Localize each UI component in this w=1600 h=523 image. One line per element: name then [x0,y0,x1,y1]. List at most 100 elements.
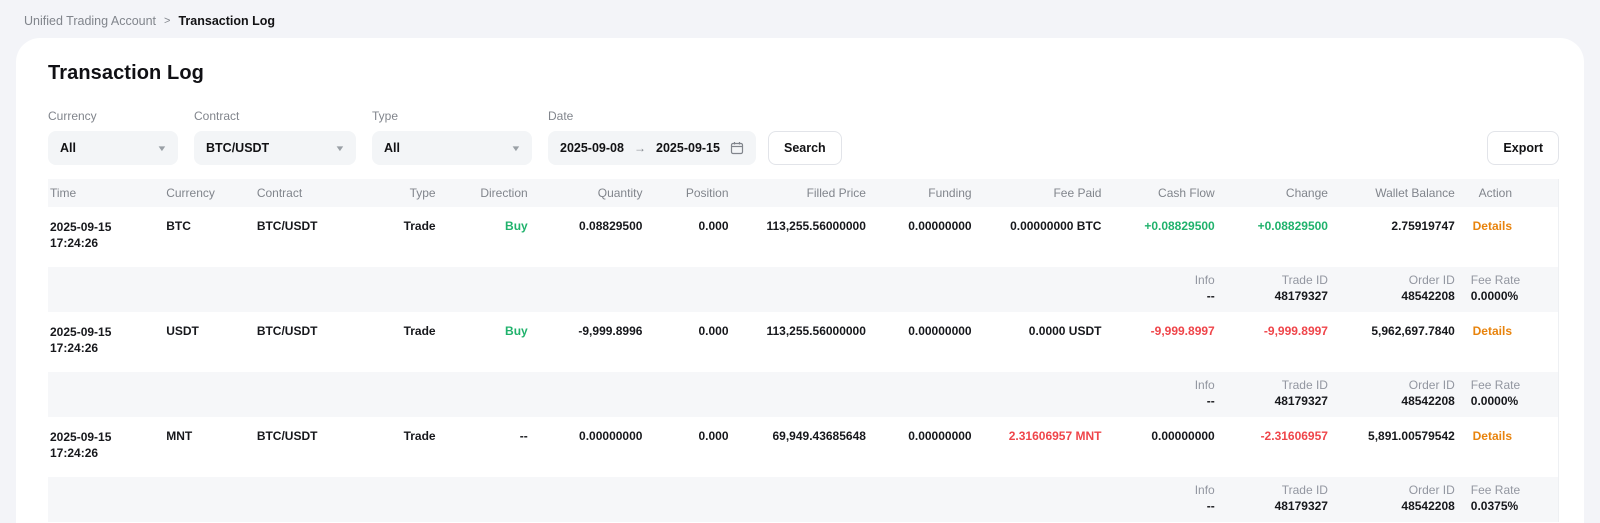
column-header-wallet-balance: Wallet Balance [1335,179,1463,207]
cell-change: +0.08829500 [1257,219,1328,233]
info-cell-info: Info -- [1109,471,1223,522]
cell-direction: Buy [505,324,528,338]
currency-select-value: All [60,141,76,155]
cell-filled-price: 113,255.56000000 [766,219,866,233]
cell-time: 2025-09-15 17:24:26 [48,312,158,366]
type-filter-label: Type [372,109,399,123]
cell-contract: BTC/USDT [256,219,318,233]
breadcrumb-root[interactable]: Unified Trading Account [24,14,157,28]
trade-id-value: 48179327 [1274,394,1328,408]
trade-id-label: Trade ID [1281,273,1328,287]
info-value: -- [1206,289,1215,303]
cell-contract: BTC/USDT [256,324,318,338]
chevron-down-icon: ▼ [510,143,522,153]
cell-time-date: 2025-09-15 [50,220,112,234]
currency-select[interactable]: All ▼ [48,131,178,165]
details-link[interactable]: Details [1472,429,1512,443]
table-body: 2025-09-15 17:24:26 BTC BTC/USDT Trade Buy 0.0… [48,207,1558,522]
cell-currency: MNT [166,429,193,443]
info-cell-trade-id: Trade ID 48179327 [1222,471,1336,522]
search-button[interactable]: Search [768,131,842,165]
type-select-value: All [384,141,400,155]
column-header-filled-price: Filled Price [736,179,874,207]
cell-type: Trade [403,219,436,233]
details-link[interactable]: Details [1472,219,1512,233]
type-filter-group: Type All ▼ [372,109,532,165]
cell-type: Trade [403,324,436,338]
column-header-quantity: Quantity [535,179,651,207]
info-cell-fee-rate: Fee Rate 0.0000% [1462,366,1558,417]
cell-position: 0.000 [698,219,729,233]
column-header-direction: Direction [443,179,536,207]
fee-rate-label: Fee Rate [1470,273,1521,287]
cell-wallet-balance: 5,891.00579542 [1368,429,1455,443]
cell-time-date: 2025-09-15 [50,325,112,339]
cell-wallet-balance: 5,962,697.7840 [1371,324,1455,338]
info-row-spacer [48,471,1110,522]
order-id-label: Order ID [1408,483,1455,497]
cell-time-clock: 17:24:26 [50,446,99,460]
date-range-picker[interactable]: 2025-09-08 → 2025-09-15 [548,131,756,165]
contract-select[interactable]: BTC/USDT ▼ [194,131,356,165]
currency-filter-label: Currency [48,109,97,123]
order-id-value: 48542208 [1401,499,1455,513]
info-cell-fee-rate: Fee Rate 0.0000% [1462,261,1558,312]
order-id-value: 48542208 [1401,394,1455,408]
cell-funding: 0.00000000 [908,324,972,338]
transaction-table-container: Time Currency Contract Type Direction Quantit… [48,179,1559,522]
cell-time-clock: 17:24:26 [50,341,99,355]
info-label: Info [1194,378,1215,392]
column-header-cash-flow: Cash Flow [1109,179,1223,207]
type-select[interactable]: All ▼ [372,131,532,165]
order-id-label: Order ID [1408,273,1455,287]
cell-funding: 0.00000000 [908,429,972,443]
cell-time: 2025-09-15 17:24:26 [48,207,158,261]
column-header-action: Action [1462,179,1558,207]
cell-action: Details [1463,207,1558,261]
cell-funding: 0.00000000 [908,219,972,233]
chevron-down-icon: ▼ [156,143,168,153]
info-cell-order-id: Order ID 48542208 [1335,261,1463,312]
currency-filter-group: Currency All ▼ [48,109,178,165]
calendar-icon[interactable] [730,141,744,155]
cell-time-clock: 17:24:26 [50,236,99,250]
cell-change: -2.31606957 [1260,429,1328,443]
cell-direction: Buy [505,219,528,233]
export-button[interactable]: Export [1487,131,1559,165]
transaction-log-card: Transaction Log Currency All ▼ Contract … [16,38,1584,523]
column-header-position: Position [650,179,737,207]
column-header-change: Change [1222,179,1336,207]
order-id-label: Order ID [1408,378,1455,392]
order-id-value: 48542208 [1401,289,1455,303]
details-link[interactable]: Details [1472,324,1512,338]
cell-direction: -- [519,429,528,443]
cell-filled-price: 69,949.43685648 [772,429,866,443]
date-to-value[interactable]: 2025-09-15 [656,141,720,155]
cell-position: 0.000 [698,324,729,338]
info-cell-info: Info -- [1109,366,1223,417]
info-cell-order-id: Order ID 48542208 [1335,471,1463,522]
cell-quantity: -9,999.8996 [578,324,643,338]
trade-id-value: 48179327 [1274,289,1328,303]
trade-id-value: 48179327 [1274,499,1328,513]
table-info-row: Info -- Trade ID 48179327 Order ID 48542208 Fe… [48,471,1558,522]
contract-select-value: BTC/USDT [206,141,270,155]
cell-wallet-balance: 2.75919747 [1391,219,1455,233]
column-header-funding: Funding [873,179,980,207]
chevron-down-icon: ▼ [334,143,346,153]
info-value: -- [1206,394,1215,408]
page-title: Transaction Log [48,62,204,84]
fee-rate-label: Fee Rate [1470,378,1521,392]
date-filter-label: Date [548,109,574,123]
cell-cash-flow: 0.00000000 [1151,429,1215,443]
breadcrumb-current: Transaction Log [178,14,276,28]
info-value: -- [1206,499,1215,513]
date-from-value[interactable]: 2025-09-08 [560,141,624,155]
cell-cash-flow: -9,999.8997 [1150,324,1215,338]
cell-contract: BTC/USDT [256,429,318,443]
cell-fee-paid: 2.31606957 MNT [1008,429,1102,443]
breadcrumb: Unified Trading Account > Transaction Lo… [0,0,1600,38]
cell-fee-paid: 0.00000000 BTC [1010,219,1102,233]
info-cell-trade-id: Trade ID 48179327 [1222,261,1336,312]
info-cell-order-id: Order ID 48542208 [1335,366,1463,417]
